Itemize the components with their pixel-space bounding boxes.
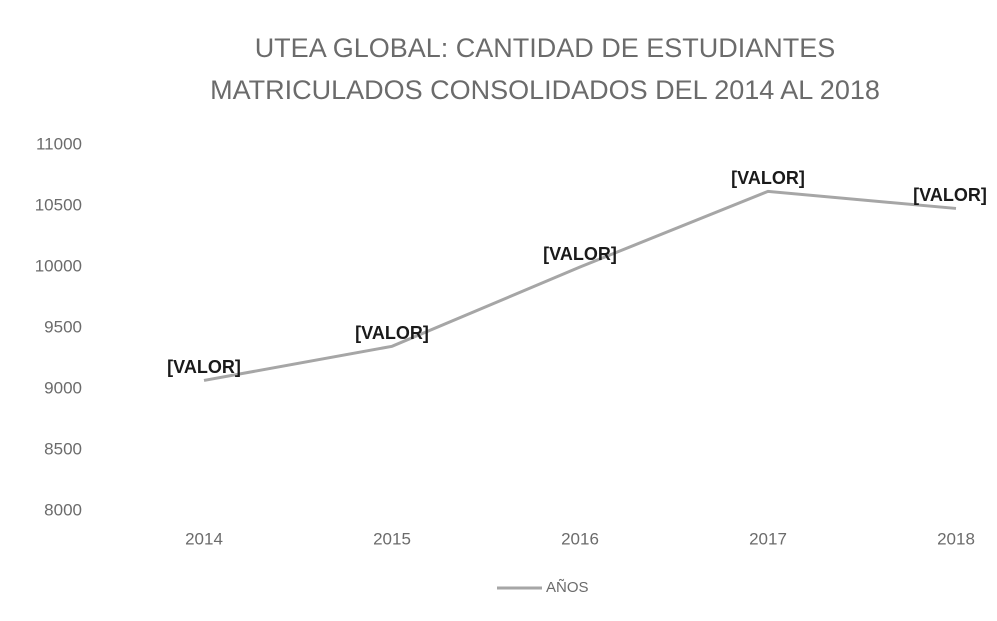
- line: [203, 189, 957, 382]
- x-tick-label: 2015: [373, 529, 411, 548]
- chart-title: UTEA GLOBAL: CANTIDAD DE ESTUDIANTES: [255, 33, 836, 63]
- data-label: [VALOR]: [167, 357, 241, 377]
- data-label: [VALOR]: [543, 244, 617, 264]
- y-tick-label: 10500: [35, 195, 82, 214]
- data-label: [VALOR]: [913, 185, 987, 205]
- y-tick-label: 9500: [44, 317, 82, 336]
- y-tick-label: 10000: [35, 256, 82, 275]
- data-label: [VALOR]: [355, 323, 429, 343]
- y-tick-label: 11000: [36, 134, 82, 153]
- x-tick-label: 2016: [561, 529, 599, 548]
- chart-title: MATRICULADOS CONSOLIDADOS DEL 2014 AL 20…: [210, 75, 880, 105]
- legend-label: AÑOS: [546, 579, 589, 596]
- x-tick-label: 2014: [185, 529, 223, 548]
- x-tick-label: 2017: [749, 529, 787, 548]
- data-label: [VALOR]: [731, 168, 805, 188]
- y-tick-label: 9000: [44, 378, 82, 397]
- x-tick-label: 2018: [937, 529, 975, 548]
- y-tick-label: 8000: [44, 500, 82, 519]
- y-tick-label: 8500: [44, 439, 82, 458]
